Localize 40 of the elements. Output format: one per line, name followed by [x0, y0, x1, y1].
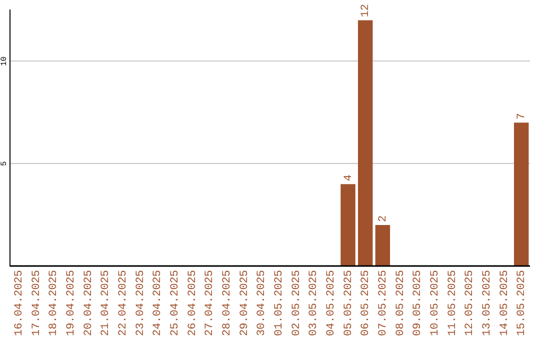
- data-label: 2: [378, 215, 390, 222]
- x-tick-label: 06.05.2025: [360, 270, 372, 336]
- y-tick-label: 5: [0, 161, 10, 166]
- bar: [514, 122, 529, 266]
- x-tick-label: 18.04.2025: [48, 270, 60, 336]
- x-tick-label: 28.04.2025: [222, 270, 234, 336]
- x-tick-label: 19.04.2025: [66, 270, 78, 336]
- x-tick-label: 14.05.2025: [498, 270, 511, 336]
- x-tick-label: 23.04.2025: [134, 270, 147, 336]
- bar: [340, 184, 356, 266]
- x-tick-label: 01.05.2025: [274, 270, 286, 336]
- x-tick-label: 05.05.2025: [342, 270, 355, 336]
- x-tick-label: 13.05.2025: [482, 270, 494, 336]
- x-tick-label: 26.04.2025: [186, 270, 199, 336]
- x-tick-label: 02.05.2025: [290, 270, 303, 336]
- bar: [375, 225, 390, 266]
- data-label: 4: [342, 174, 355, 182]
- x-tick-label: 10.05.2025: [430, 270, 442, 336]
- x-tick-label: 08.05.2025: [394, 270, 407, 336]
- x-tick-label: 30.04.2025: [256, 270, 268, 336]
- data-label: 7: [516, 113, 528, 120]
- x-tick-label: 17.04.2025: [30, 270, 43, 336]
- data-label: 12: [360, 4, 372, 18]
- x-tick-label: 22.04.2025: [118, 270, 130, 336]
- x-tick-label: 09.05.2025: [412, 270, 424, 336]
- x-tick-label: 21.04.2025: [100, 270, 112, 336]
- x-tick-label: 04.05.2025: [326, 270, 338, 336]
- x-tick-label: 15.05.2025: [516, 270, 528, 336]
- x-tick-label: 20.04.2025: [82, 270, 95, 336]
- bar: [358, 20, 373, 266]
- x-tick-label: 07.05.2025: [378, 270, 390, 336]
- x-tick-label: 29.04.2025: [238, 270, 251, 336]
- x-tick-label: 03.05.2025: [308, 270, 320, 336]
- y-tick-label: 10: [0, 56, 10, 66]
- x-tick-label: 25.04.2025: [170, 270, 182, 336]
- x-tick-label: 11.05.2025: [446, 270, 459, 336]
- x-tick-label: 12.05.2025: [464, 270, 476, 336]
- x-tick-label: 24.04.2025: [152, 270, 164, 336]
- x-tick-label: 16.04.2025: [14, 270, 26, 336]
- x-tick-label: 27.04.2025: [204, 270, 216, 336]
